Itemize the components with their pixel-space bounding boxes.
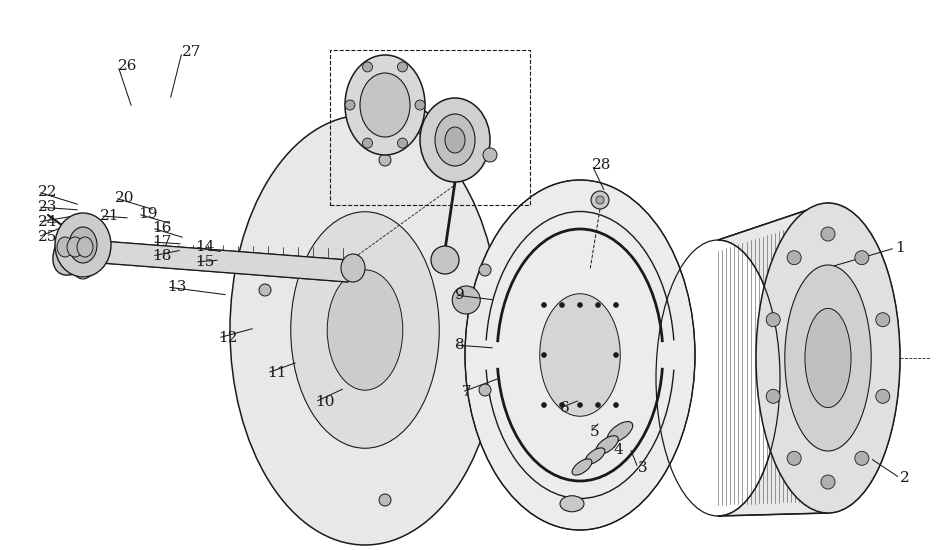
- Ellipse shape: [230, 115, 500, 545]
- Ellipse shape: [431, 246, 459, 274]
- Ellipse shape: [360, 73, 410, 137]
- Ellipse shape: [420, 98, 490, 182]
- Ellipse shape: [542, 403, 546, 408]
- Ellipse shape: [560, 496, 584, 512]
- Ellipse shape: [585, 448, 605, 464]
- Ellipse shape: [345, 55, 425, 155]
- Ellipse shape: [77, 237, 93, 257]
- Ellipse shape: [821, 227, 835, 241]
- Ellipse shape: [398, 138, 407, 148]
- Ellipse shape: [67, 237, 83, 257]
- Bar: [330, 50, 530, 205]
- Text: 21: 21: [100, 209, 119, 223]
- Ellipse shape: [328, 270, 402, 390]
- Text: 27: 27: [182, 45, 202, 59]
- Text: 16: 16: [152, 221, 171, 235]
- Text: 17: 17: [152, 235, 171, 249]
- Ellipse shape: [415, 100, 425, 110]
- Text: 25: 25: [38, 230, 58, 244]
- Ellipse shape: [876, 389, 890, 403]
- Ellipse shape: [542, 302, 546, 307]
- Text: 3: 3: [638, 461, 648, 475]
- Ellipse shape: [572, 459, 592, 475]
- Ellipse shape: [55, 213, 111, 277]
- Ellipse shape: [435, 114, 475, 166]
- Ellipse shape: [591, 191, 609, 209]
- Ellipse shape: [483, 148, 497, 162]
- Ellipse shape: [345, 100, 355, 110]
- Ellipse shape: [876, 313, 890, 327]
- Text: 1: 1: [895, 241, 904, 255]
- Ellipse shape: [560, 403, 564, 408]
- Ellipse shape: [479, 384, 491, 396]
- Ellipse shape: [379, 154, 391, 166]
- Ellipse shape: [465, 180, 695, 530]
- Ellipse shape: [614, 353, 618, 358]
- Ellipse shape: [578, 302, 582, 307]
- Ellipse shape: [379, 494, 391, 506]
- Ellipse shape: [855, 452, 868, 465]
- Polygon shape: [88, 240, 348, 282]
- Ellipse shape: [766, 389, 780, 403]
- Text: 5: 5: [590, 425, 599, 439]
- Ellipse shape: [607, 421, 633, 442]
- Ellipse shape: [341, 254, 365, 282]
- Ellipse shape: [596, 196, 604, 204]
- Text: 8: 8: [455, 338, 465, 352]
- Ellipse shape: [787, 251, 801, 265]
- Ellipse shape: [363, 62, 372, 72]
- Ellipse shape: [57, 237, 73, 257]
- Ellipse shape: [756, 203, 900, 513]
- Ellipse shape: [596, 403, 600, 408]
- Text: 10: 10: [315, 395, 334, 409]
- Text: 20: 20: [115, 191, 134, 205]
- Text: 28: 28: [592, 158, 612, 172]
- Ellipse shape: [805, 309, 851, 408]
- Text: 11: 11: [267, 366, 287, 380]
- Ellipse shape: [445, 127, 465, 153]
- Text: 22: 22: [38, 185, 58, 199]
- Ellipse shape: [787, 452, 801, 465]
- Ellipse shape: [596, 302, 600, 307]
- Ellipse shape: [614, 403, 618, 408]
- Text: 6: 6: [560, 401, 570, 415]
- Text: 19: 19: [138, 207, 157, 221]
- Text: 7: 7: [462, 385, 472, 399]
- Polygon shape: [718, 203, 900, 516]
- Ellipse shape: [821, 475, 835, 489]
- Text: 2: 2: [900, 471, 910, 485]
- Ellipse shape: [542, 353, 546, 358]
- Text: 12: 12: [218, 331, 238, 345]
- Ellipse shape: [785, 265, 871, 451]
- Ellipse shape: [453, 286, 480, 314]
- Text: 24: 24: [38, 215, 58, 229]
- Ellipse shape: [398, 62, 407, 72]
- Ellipse shape: [766, 313, 780, 327]
- Ellipse shape: [363, 138, 372, 148]
- Text: 15: 15: [195, 255, 214, 269]
- Ellipse shape: [53, 217, 103, 275]
- Ellipse shape: [259, 284, 271, 296]
- Ellipse shape: [578, 403, 582, 408]
- Ellipse shape: [560, 302, 564, 307]
- Ellipse shape: [596, 436, 618, 454]
- Text: 9: 9: [455, 288, 465, 302]
- Text: 18: 18: [152, 249, 171, 263]
- Ellipse shape: [291, 212, 439, 448]
- Ellipse shape: [855, 251, 868, 265]
- Ellipse shape: [69, 227, 97, 263]
- Text: 23: 23: [38, 200, 58, 214]
- Text: 13: 13: [167, 280, 187, 294]
- Ellipse shape: [614, 302, 618, 307]
- Text: 26: 26: [118, 59, 137, 73]
- Text: 14: 14: [195, 240, 215, 254]
- Text: 4: 4: [613, 443, 623, 457]
- Ellipse shape: [540, 294, 620, 416]
- Ellipse shape: [479, 264, 491, 276]
